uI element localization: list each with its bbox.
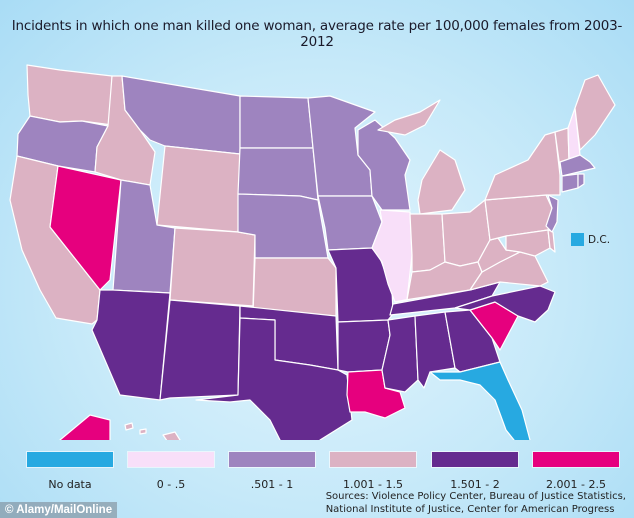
legend-swatch bbox=[128, 452, 214, 467]
sources-line-1: Sources: Violence Policy Center, Bureau … bbox=[325, 491, 626, 502]
legend-item-1001-15 bbox=[330, 452, 416, 467]
state-WY[interactable] bbox=[156, 145, 241, 233]
state-SD[interactable] bbox=[237, 147, 319, 201]
state-FL[interactable] bbox=[429, 361, 531, 440]
legend-swatch bbox=[432, 452, 518, 467]
legend-swatch bbox=[330, 452, 416, 467]
legend-item-0-05 bbox=[128, 452, 214, 467]
legend-label: No data bbox=[48, 478, 92, 491]
legend-item-1501-2 bbox=[432, 452, 518, 467]
state-NM[interactable] bbox=[159, 299, 241, 401]
sources-line-2: National Institute of Justice, Center fo… bbox=[325, 504, 615, 515]
state-NC[interactable] bbox=[454, 285, 556, 323]
state-NV[interactable] bbox=[49, 165, 122, 291]
state-AR[interactable] bbox=[337, 319, 391, 373]
state-AK[interactable] bbox=[59, 414, 140, 440]
map-title: Incidents in which one man killed one wo… bbox=[11, 18, 623, 50]
legend-label: 1.001 - 1.5 bbox=[343, 478, 403, 491]
state-MI[interactable] bbox=[417, 149, 466, 215]
legend-label: .501 - 1 bbox=[250, 478, 294, 491]
state-HI-3[interactable] bbox=[139, 428, 147, 435]
state-MI-upper[interactable] bbox=[377, 99, 441, 136]
legend-label: 1.501 - 2 bbox=[450, 478, 500, 491]
state-NY[interactable] bbox=[484, 131, 561, 201]
state-ME[interactable] bbox=[574, 74, 616, 151]
dc-label: D.C. bbox=[588, 233, 611, 246]
legend-label: 2.001 - 2.5 bbox=[546, 478, 606, 491]
legend-swatch bbox=[27, 452, 113, 467]
state-ND[interactable] bbox=[239, 95, 314, 149]
state-HI-2[interactable] bbox=[124, 422, 134, 431]
state-MA[interactable] bbox=[559, 154, 596, 177]
legend-item-no-data bbox=[27, 452, 113, 467]
state-HI[interactable] bbox=[162, 431, 181, 440]
us-map bbox=[9, 64, 616, 440]
legend-swatch bbox=[533, 452, 619, 467]
legend-item-0501-1 bbox=[229, 452, 315, 467]
dc-swatch[interactable] bbox=[571, 233, 584, 246]
legend-item-2001-25 bbox=[533, 452, 619, 467]
dc-marker: D.C. bbox=[571, 233, 610, 246]
state-RI[interactable] bbox=[577, 173, 585, 189]
image-credit: © Alamy/MailOnline bbox=[0, 502, 118, 518]
state-KS[interactable] bbox=[252, 257, 337, 317]
state-IN[interactable] bbox=[409, 213, 446, 273]
state-CT[interactable] bbox=[561, 173, 579, 193]
state-TX[interactable] bbox=[195, 317, 353, 440]
legend-swatch bbox=[229, 452, 315, 467]
state-AZ[interactable] bbox=[91, 289, 171, 401]
state-CO[interactable] bbox=[169, 227, 256, 307]
legend-label: 0 - .5 bbox=[156, 478, 186, 491]
state-IA[interactable] bbox=[317, 195, 383, 251]
sources-note: Sources: Violence Policy Center, Bureau … bbox=[326, 490, 626, 516]
state-WA[interactable] bbox=[26, 64, 113, 126]
state-NJ[interactable] bbox=[545, 194, 559, 233]
